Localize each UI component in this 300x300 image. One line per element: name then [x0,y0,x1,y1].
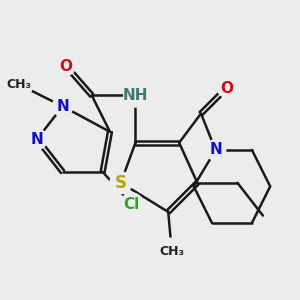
Text: N: N [56,99,69,114]
Circle shape [110,172,132,194]
Text: O: O [60,59,73,74]
Text: Cl: Cl [124,197,140,212]
Circle shape [52,96,73,116]
Circle shape [27,129,47,149]
Text: O: O [220,81,233,96]
Circle shape [218,79,236,97]
Circle shape [158,238,186,266]
Circle shape [5,70,33,98]
Text: N: N [209,142,222,158]
Text: NH: NH [123,88,148,103]
Circle shape [206,140,226,160]
Text: N: N [31,132,44,147]
Text: CH₃: CH₃ [6,78,31,91]
Text: S: S [115,174,127,192]
Text: CH₃: CH₃ [159,245,184,259]
Circle shape [124,84,147,107]
Circle shape [57,57,75,75]
Circle shape [120,193,143,216]
